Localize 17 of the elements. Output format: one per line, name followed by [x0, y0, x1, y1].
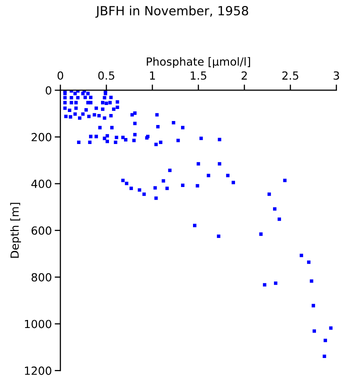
- x-axis-title: Phosphate [μmol/l]: [146, 57, 250, 68]
- y-tick-label: 400: [31, 180, 52, 188]
- y-tick-label: 200: [32, 132, 52, 142]
- y-tick-label: 0: [46, 86, 52, 95]
- x-tick-label: 2: [242, 71, 247, 80]
- x-tick-label: 1.5: [190, 71, 206, 80]
- y-tick-label: 800: [32, 273, 52, 282]
- x-tick-label: 2.5: [282, 71, 298, 80]
- x-tick-label: 0: [58, 71, 64, 80]
- y-axis-title: Depth [m]: [10, 202, 21, 258]
- x-tick-label: 3: [334, 71, 340, 80]
- chart-title: JBFH in November, 1958: [95, 6, 248, 18]
- x-tick-label: 0.5: [98, 71, 114, 80]
- x-tick-label: 1: [150, 71, 155, 80]
- y-tick-label: 1200: [24, 366, 52, 375]
- y-tick-label: 600: [32, 226, 52, 235]
- y-tick-label: 1000: [24, 320, 52, 328]
